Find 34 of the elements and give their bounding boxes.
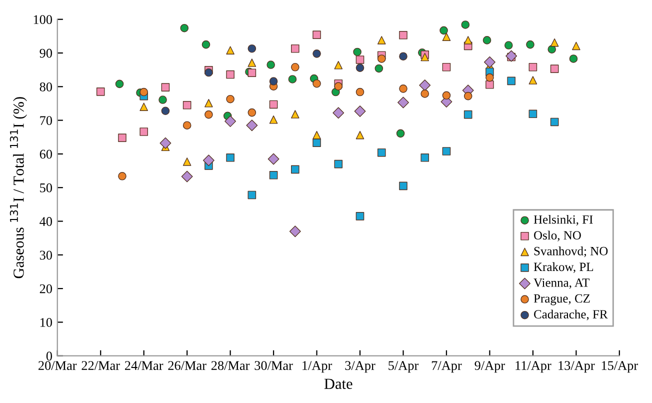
x-tick-label: 26/Mar xyxy=(168,361,206,370)
legend-label: Cadarache, FR xyxy=(534,310,608,320)
legend-label: Krakow, PL xyxy=(534,262,594,273)
x-tick-label: 22/Mar xyxy=(82,361,120,370)
x-tick-label: 9/Apr xyxy=(474,361,505,373)
legend-label: Helsinki, FI xyxy=(534,214,593,226)
y-tick-label: 80 xyxy=(40,82,52,92)
legend-label: Vienna, AT xyxy=(534,278,590,289)
y-tick-label: 0 xyxy=(46,352,52,361)
x-tick-label: 11/Apr xyxy=(516,361,552,373)
y-tick-label: 10 xyxy=(40,318,52,327)
x-tick-label: 1/Apr xyxy=(302,361,332,373)
x-tick-label: 3/Apr xyxy=(345,361,376,373)
x-axis-title: Date xyxy=(324,378,352,389)
x-tick-label: 15/Apr xyxy=(602,361,638,373)
y-tick-label: 100 xyxy=(34,15,52,24)
x-tick-label: 30/Mar xyxy=(254,361,293,370)
y-tick-label: 30 xyxy=(40,250,52,260)
y-tick-label: 20 xyxy=(40,284,52,294)
x-tick-label: 20/Mar xyxy=(38,361,77,370)
x-tick-label: 24/Mar xyxy=(125,361,164,370)
y-tick-label: 40 xyxy=(40,217,52,226)
y-tick-label: 50 xyxy=(40,183,52,192)
y-tick-label: 90 xyxy=(40,48,52,58)
x-tick-label: 7/Apr xyxy=(432,361,462,373)
y-axis-title: Gaseous $^{131}$I / Total $^{131}$I (%) xyxy=(10,97,27,278)
x-tick-label: 28/Mar xyxy=(211,361,250,370)
x-tick-label: 13/Apr xyxy=(558,361,595,373)
legend-label: Prague, CZ xyxy=(534,294,590,306)
y-tick-label: 70 xyxy=(40,116,52,126)
legend-label: Svanhovd; NO xyxy=(534,246,608,258)
x-tick-label: 5/Apr xyxy=(388,361,419,373)
legend-label: Oslo, NO xyxy=(534,230,581,242)
y-tick-label: 60 xyxy=(40,150,52,159)
